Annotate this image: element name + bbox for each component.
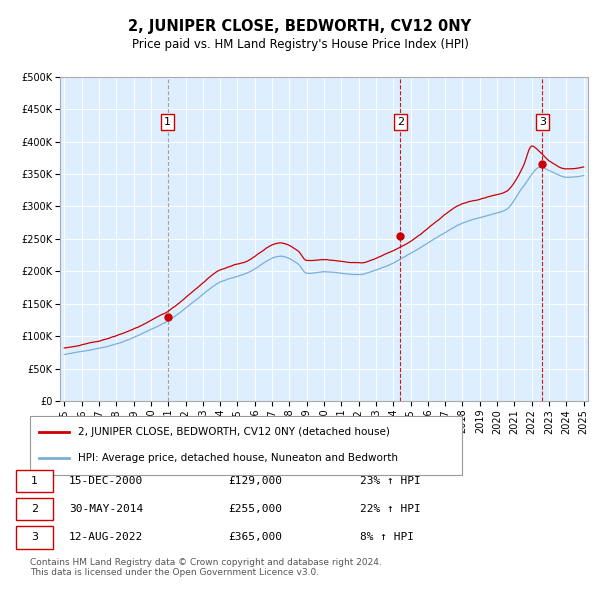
- Text: 22% ↑ HPI: 22% ↑ HPI: [360, 504, 421, 514]
- Text: £365,000: £365,000: [228, 533, 282, 542]
- Text: Contains HM Land Registry data © Crown copyright and database right 2024.
This d: Contains HM Land Registry data © Crown c…: [30, 558, 382, 577]
- Text: 3: 3: [31, 533, 38, 542]
- Text: 2: 2: [397, 117, 404, 127]
- Text: 2, JUNIPER CLOSE, BEDWORTH, CV12 0NY (detached house): 2, JUNIPER CLOSE, BEDWORTH, CV12 0NY (de…: [77, 428, 389, 437]
- Text: 2, JUNIPER CLOSE, BEDWORTH, CV12 0NY: 2, JUNIPER CLOSE, BEDWORTH, CV12 0NY: [128, 19, 472, 34]
- FancyBboxPatch shape: [30, 416, 462, 475]
- Text: 3: 3: [539, 117, 546, 127]
- Text: 23% ↑ HPI: 23% ↑ HPI: [360, 476, 421, 486]
- Text: 1: 1: [31, 476, 38, 486]
- Text: £255,000: £255,000: [228, 504, 282, 514]
- Text: HPI: Average price, detached house, Nuneaton and Bedworth: HPI: Average price, detached house, Nune…: [77, 454, 398, 463]
- Text: £129,000: £129,000: [228, 476, 282, 486]
- Text: Price paid vs. HM Land Registry's House Price Index (HPI): Price paid vs. HM Land Registry's House …: [131, 38, 469, 51]
- Text: 8% ↑ HPI: 8% ↑ HPI: [360, 533, 414, 542]
- Text: 15-DEC-2000: 15-DEC-2000: [69, 476, 143, 486]
- Text: 1: 1: [164, 117, 171, 127]
- Text: 12-AUG-2022: 12-AUG-2022: [69, 533, 143, 542]
- Text: 30-MAY-2014: 30-MAY-2014: [69, 504, 143, 514]
- Text: 2: 2: [31, 504, 38, 514]
